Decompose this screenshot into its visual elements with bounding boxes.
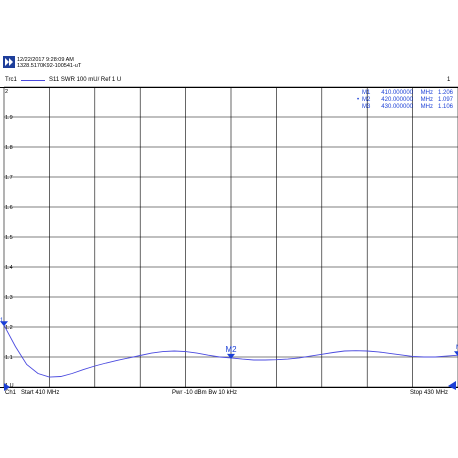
marker-triangle-icon bbox=[227, 353, 235, 359]
marker-freq-unit: MHz bbox=[420, 90, 433, 96]
marker-value-unit: U bbox=[453, 90, 458, 97]
marker-value-unit: U bbox=[453, 97, 458, 104]
marker-label: M2 bbox=[225, 345, 237, 354]
marker-row-m3[interactable]: M3 430.000000 MHz 1.106 U bbox=[357, 104, 458, 111]
marker-value: 1.097 bbox=[437, 97, 453, 103]
marker-value: 1.106 bbox=[437, 104, 453, 110]
right-end-arrow-icon bbox=[448, 381, 456, 390]
header-datetime: 12/22/2017 9:28:09 AM bbox=[17, 57, 74, 63]
y-tick-label: 1.7 bbox=[5, 175, 13, 181]
trace-legend-line bbox=[21, 80, 45, 81]
footer-power[interactable]: Pwr -10 dBm Bw 10 kHz bbox=[172, 390, 238, 396]
y-tick-label: 1.8 bbox=[5, 145, 13, 151]
y-tick-label: 1.4 bbox=[5, 265, 13, 271]
footer-start[interactable]: Start 410 MHz bbox=[21, 390, 60, 396]
footer-stop[interactable]: Stop 430 MHz bbox=[410, 390, 449, 396]
y-tick-label: 2 bbox=[5, 89, 8, 95]
marker-table: M1 410.000000 MHz 1.206 U • M2 420.00000… bbox=[357, 90, 458, 111]
marker-row-m2[interactable]: • M2 420.000000 MHz 1.097 U bbox=[357, 97, 458, 104]
marker-freq: 420.000000 bbox=[381, 97, 413, 103]
rohde-schwarz-logo-icon bbox=[3, 56, 15, 68]
y-tick-label: 1.1 bbox=[5, 355, 13, 361]
trace-label[interactable]: Trc1 bbox=[5, 77, 17, 83]
ref-level-arrow-icon bbox=[4, 383, 10, 391]
marker-prefix: • bbox=[357, 97, 360, 103]
marker-name: M2 bbox=[362, 97, 371, 103]
marker-freq-unit: MHz bbox=[420, 104, 433, 110]
marker-triangle-icon bbox=[0, 321, 8, 327]
marker-triangle-icon bbox=[454, 351, 458, 357]
marker-row-m1[interactable]: M1 410.000000 MHz 1.206 U bbox=[357, 90, 458, 97]
header-device-id: 1328.5170K92-100541-uT bbox=[17, 63, 82, 69]
channel-number: 1 bbox=[447, 77, 451, 83]
marker-value-unit: U bbox=[453, 104, 458, 111]
marker-name: M1 bbox=[362, 90, 371, 96]
footer-channel[interactable]: Ch1 bbox=[5, 390, 17, 396]
y-tick-label: 1.6 bbox=[5, 205, 13, 211]
marker-value: 1.206 bbox=[437, 90, 453, 96]
plot-top-rule bbox=[0, 87, 458, 88]
marker-freq: 430.000000 bbox=[381, 104, 413, 110]
trace-measurement[interactable]: S11 SWR 100 mU/ Ref 1 U bbox=[49, 77, 122, 83]
marker-name: M3 bbox=[362, 104, 371, 110]
plot-bottom-rule bbox=[0, 387, 458, 388]
marker-freq: 410.000000 bbox=[381, 90, 413, 96]
y-tick-label: 1 U bbox=[5, 383, 14, 389]
y-tick-label: 1.9 bbox=[5, 115, 13, 121]
y-tick-label: 1.2 bbox=[5, 325, 13, 331]
marker-label: M bbox=[456, 345, 458, 351]
marker-freq-unit: MHz bbox=[420, 97, 433, 103]
y-tick-label: 1.3 bbox=[5, 295, 13, 301]
y-tick-label: 1.5 bbox=[5, 235, 13, 241]
